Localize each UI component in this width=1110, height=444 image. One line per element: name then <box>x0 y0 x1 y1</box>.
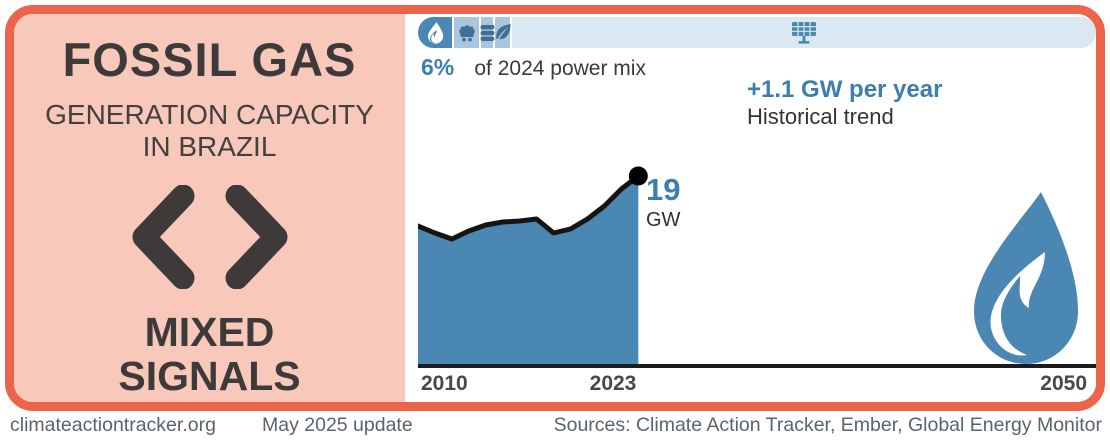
infographic-card: FOSSIL GAS GENERATION CAPACITY IN BRAZIL… <box>5 5 1105 411</box>
verdict-line-1: MIXED <box>144 308 275 355</box>
mix-segment-fossil-gas <box>418 17 452 48</box>
xtick-2023: 2023 <box>589 372 637 395</box>
capacity-chart <box>415 166 1096 368</box>
mix-segment-bioenergy <box>495 17 510 48</box>
power-mix-bar <box>418 17 1096 48</box>
flame-icon <box>427 21 444 44</box>
gas-share-value: 6% <box>421 54 455 80</box>
xtick-2050: 2050 <box>1040 372 1087 395</box>
oil-barrels-icon <box>480 24 495 42</box>
subtitle-line-2: IN BRAZIL <box>142 130 277 162</box>
mix-segment-oil <box>480 17 495 48</box>
endpoint-label: 19 GW <box>646 174 680 230</box>
coal-wagon-icon <box>457 24 477 42</box>
endpoint-value: 19 <box>646 172 681 207</box>
fuel-title: FOSSIL GAS <box>62 33 357 86</box>
solar-panel-icon <box>790 21 818 45</box>
gas-flame-icon <box>965 192 1087 369</box>
xtick-2010: 2010 <box>421 372 468 395</box>
leaf-icon <box>494 23 512 42</box>
trend-label: Historical trend <box>747 103 894 129</box>
endpoint-unit: GW <box>646 209 681 231</box>
verdict-label: MIXED SIGNALS <box>118 310 300 399</box>
capacity-chart-wrap <box>415 156 1096 372</box>
trend-annotation: +1.1 GW per year Historical trend <box>747 76 942 129</box>
summary-panel: FOSSIL GAS GENERATION CAPACITY IN BRAZIL… <box>14 14 405 402</box>
panel-subtitle: GENERATION CAPACITY IN BRAZIL <box>45 99 374 163</box>
mix-segment-coal <box>454 17 479 48</box>
footer-site-link[interactable]: climateactiontracker.org <box>10 414 216 436</box>
footer-sources: Sources: Climate Action Tracker, Ember, … <box>553 414 1102 436</box>
chart-panel: 6% of 2024 power mix +1.1 GW per year Hi… <box>405 14 1096 402</box>
capacity-line <box>415 173 641 242</box>
gas-share-caption: of 2024 power mix <box>474 57 646 80</box>
footer-update-date: May 2025 update <box>262 414 413 436</box>
x-axis-ticks: 2010 2023 2050 <box>405 372 1096 402</box>
endpoint-dot <box>628 166 648 186</box>
mix-segment-other-renewables <box>512 17 1096 48</box>
subtitle-line-1: GENERATION CAPACITY <box>45 99 374 130</box>
trend-value: +1.1 GW per year <box>747 76 943 103</box>
power-mix-caption: 6% of 2024 power mix <box>421 54 646 81</box>
mixed-signals-icon <box>131 184 289 294</box>
verdict-line-2: SIGNALS <box>118 353 301 400</box>
footer: climateactiontracker.org May 2025 update… <box>0 414 1110 442</box>
